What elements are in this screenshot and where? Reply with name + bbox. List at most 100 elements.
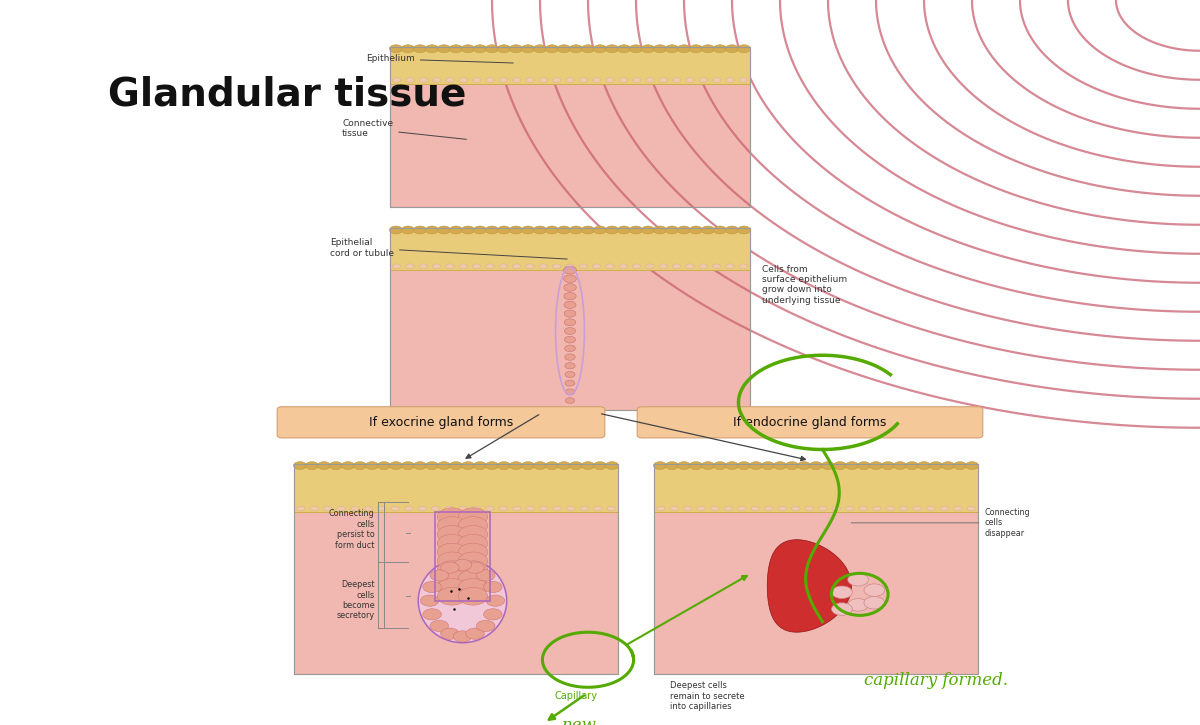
Ellipse shape xyxy=(391,506,400,511)
Bar xyxy=(390,47,750,207)
Ellipse shape xyxy=(419,78,427,83)
Circle shape xyxy=(437,526,467,543)
Circle shape xyxy=(678,45,691,53)
Circle shape xyxy=(430,621,449,631)
Circle shape xyxy=(533,45,547,53)
Circle shape xyxy=(402,45,415,53)
Circle shape xyxy=(437,534,467,552)
Circle shape xyxy=(565,389,575,394)
Circle shape xyxy=(618,226,631,234)
Ellipse shape xyxy=(580,78,588,83)
Circle shape xyxy=(737,462,751,470)
Circle shape xyxy=(557,462,571,470)
Circle shape xyxy=(461,462,475,470)
Circle shape xyxy=(565,398,575,403)
Circle shape xyxy=(564,319,576,326)
Circle shape xyxy=(762,462,775,470)
Circle shape xyxy=(533,462,547,470)
Circle shape xyxy=(509,462,523,470)
Circle shape xyxy=(498,45,511,53)
Circle shape xyxy=(565,354,575,360)
Circle shape xyxy=(365,462,379,470)
Circle shape xyxy=(389,462,403,470)
Ellipse shape xyxy=(859,506,868,511)
Circle shape xyxy=(834,462,847,470)
Circle shape xyxy=(749,462,763,470)
Circle shape xyxy=(564,302,576,308)
Ellipse shape xyxy=(954,506,962,511)
Ellipse shape xyxy=(739,78,748,83)
Circle shape xyxy=(484,581,502,592)
Circle shape xyxy=(629,226,643,234)
Circle shape xyxy=(437,561,467,579)
Ellipse shape xyxy=(486,506,494,511)
Ellipse shape xyxy=(392,264,401,268)
Circle shape xyxy=(425,462,439,470)
Circle shape xyxy=(305,462,319,470)
Ellipse shape xyxy=(726,264,734,268)
Text: Capillary: Capillary xyxy=(554,691,598,701)
Ellipse shape xyxy=(607,506,616,511)
Circle shape xyxy=(509,226,523,234)
Circle shape xyxy=(437,45,451,53)
Circle shape xyxy=(881,462,895,470)
Circle shape xyxy=(437,543,467,561)
Ellipse shape xyxy=(792,506,800,511)
Ellipse shape xyxy=(406,78,414,83)
Ellipse shape xyxy=(512,264,521,268)
Circle shape xyxy=(581,45,595,53)
Circle shape xyxy=(437,517,467,534)
Bar xyxy=(390,228,750,410)
Ellipse shape xyxy=(499,78,508,83)
Circle shape xyxy=(641,226,655,234)
Circle shape xyxy=(847,599,869,611)
Circle shape xyxy=(458,508,487,526)
Circle shape xyxy=(458,552,487,570)
Ellipse shape xyxy=(432,264,440,268)
Text: If endocrine gland forms: If endocrine gland forms xyxy=(733,416,887,428)
Bar xyxy=(654,464,978,674)
Circle shape xyxy=(714,462,727,470)
Ellipse shape xyxy=(460,264,468,268)
Bar xyxy=(390,228,750,270)
FancyBboxPatch shape xyxy=(277,407,605,438)
Circle shape xyxy=(832,602,852,616)
Ellipse shape xyxy=(539,264,547,268)
Ellipse shape xyxy=(512,78,521,83)
Ellipse shape xyxy=(392,78,401,83)
Circle shape xyxy=(413,226,427,234)
Circle shape xyxy=(593,462,607,470)
Ellipse shape xyxy=(697,506,706,511)
Circle shape xyxy=(484,609,502,620)
Circle shape xyxy=(930,462,943,470)
Circle shape xyxy=(653,226,667,234)
Circle shape xyxy=(486,462,499,470)
Circle shape xyxy=(461,226,475,234)
Circle shape xyxy=(458,534,487,552)
Ellipse shape xyxy=(619,78,628,83)
Text: new: new xyxy=(563,717,598,725)
Ellipse shape xyxy=(619,264,628,268)
Circle shape xyxy=(440,562,460,573)
Circle shape xyxy=(726,462,739,470)
Ellipse shape xyxy=(526,78,534,83)
Circle shape xyxy=(437,508,467,526)
Circle shape xyxy=(437,579,467,597)
Circle shape xyxy=(846,462,859,470)
FancyBboxPatch shape xyxy=(637,407,983,438)
Circle shape xyxy=(774,462,787,470)
Ellipse shape xyxy=(872,506,881,511)
Ellipse shape xyxy=(713,264,721,268)
Circle shape xyxy=(458,543,487,561)
Circle shape xyxy=(498,462,511,470)
Ellipse shape xyxy=(685,78,695,83)
Circle shape xyxy=(437,570,467,587)
Ellipse shape xyxy=(418,506,426,511)
Ellipse shape xyxy=(900,506,908,511)
Bar xyxy=(654,464,978,674)
Bar xyxy=(390,47,750,84)
Circle shape xyxy=(565,345,575,352)
Ellipse shape xyxy=(593,78,601,83)
Circle shape xyxy=(454,559,472,571)
Circle shape xyxy=(618,45,631,53)
